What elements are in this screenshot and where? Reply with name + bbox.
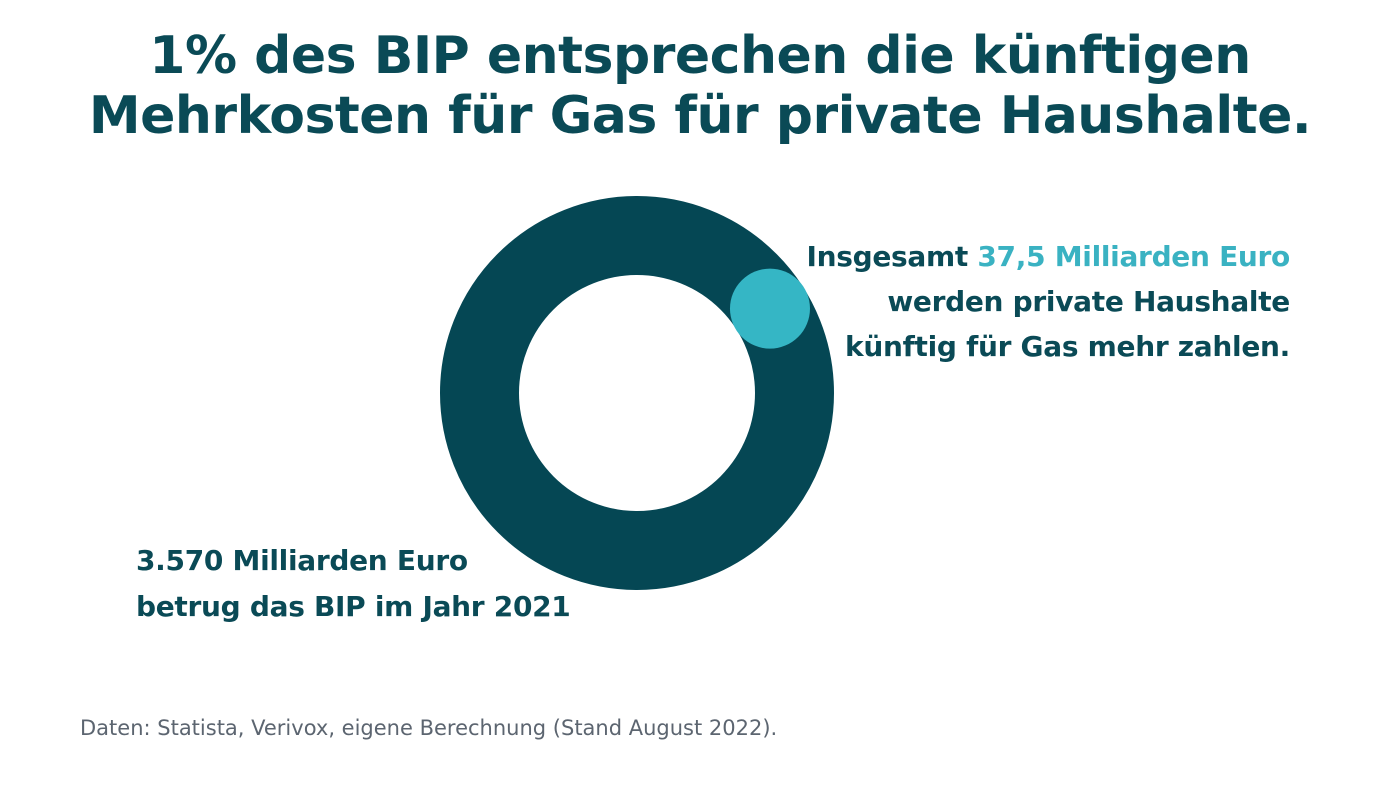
- chart-title-line-1: 1% des BIP entsprechen die künftigen: [149, 26, 1251, 86]
- annotation-bip-line-2: betrug das BIP im Jahr 2021: [136, 590, 571, 623]
- annotation-bip-line-1: 3.570 Milliarden Euro: [136, 544, 468, 577]
- annotation-gas-costs: Insgesamt 37,5 Milliarden Euro werden pr…: [806, 234, 1290, 369]
- chart-title: 1% des BIP entsprechen die künftigen Meh…: [0, 26, 1400, 146]
- annotation-gas-costs-line-2: werden private Haushalte: [887, 285, 1290, 318]
- donut-marker-gas-costs: [729, 268, 810, 349]
- donut-ring-bip: [440, 196, 834, 590]
- annotation-gas-costs-line-1: Insgesamt 37,5 Milliarden Euro: [806, 234, 1290, 279]
- annotation-bip: 3.570 Milliarden Euro betrug das BIP im …: [136, 538, 571, 630]
- annotation-gas-costs-line-3: künftig für Gas mehr zahlen.: [845, 330, 1290, 363]
- chart-title-line-2: Mehrkosten für Gas für private Haushalte…: [88, 86, 1312, 146]
- annotation-highlight-value: 37,5 Milliarden Euro: [977, 240, 1290, 273]
- source-note: Daten: Statista, Verivox, eigene Berechn…: [80, 716, 778, 740]
- annotation-prefix: Insgesamt: [806, 240, 978, 273]
